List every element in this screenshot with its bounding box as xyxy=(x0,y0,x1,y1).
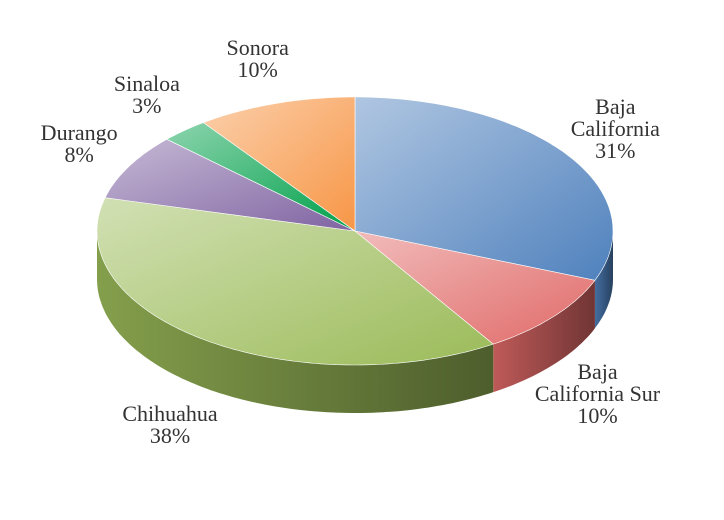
slice-shine xyxy=(355,97,613,281)
slice-label: Sonora 10% xyxy=(226,34,289,82)
value-label: 3% xyxy=(132,93,162,119)
slice-shine xyxy=(97,197,494,365)
slice-shine xyxy=(105,139,355,231)
category: Baja California Sur xyxy=(534,359,661,407)
slice-label: Baja California 31% xyxy=(561,96,670,162)
category: Sinaloa xyxy=(113,71,180,97)
value-label: 10% xyxy=(577,403,618,429)
slice-label: Sinaloa 3% xyxy=(114,73,180,117)
slice-label: Chihuahua 38% xyxy=(122,403,217,447)
slice-label: Durango 8% xyxy=(40,119,118,167)
side-shade xyxy=(493,280,595,393)
category: Durango xyxy=(40,119,118,145)
value-label: 8% xyxy=(64,141,94,167)
category: Baja California xyxy=(570,94,660,142)
category: Sonora xyxy=(226,34,289,60)
value-label: 31% xyxy=(595,138,636,164)
slice-shine xyxy=(166,122,355,231)
category: Chihuahua xyxy=(122,401,218,427)
slice-label: Baja California Sur 10% xyxy=(534,361,660,427)
slice-shine xyxy=(203,97,355,231)
side-shade xyxy=(97,231,494,413)
value-label: 10% xyxy=(237,56,278,82)
slice-shine xyxy=(355,231,595,345)
value-label: 38% xyxy=(149,423,191,449)
side-shade xyxy=(594,231,613,329)
